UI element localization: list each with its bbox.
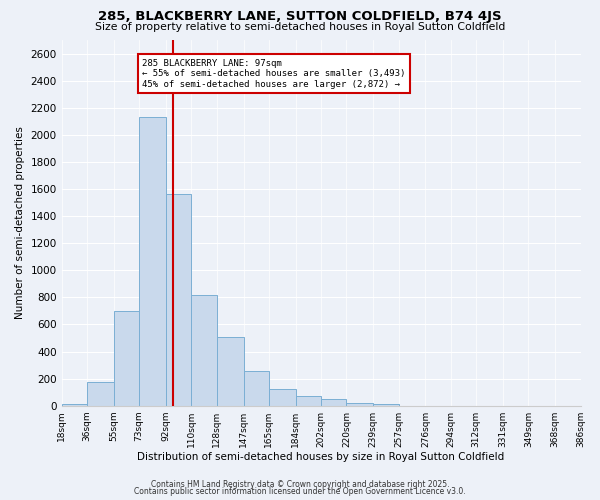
Text: Contains public sector information licensed under the Open Government Licence v3: Contains public sector information licen… bbox=[134, 487, 466, 496]
Text: 285, BLACKBERRY LANE, SUTTON COLDFIELD, B74 4JS: 285, BLACKBERRY LANE, SUTTON COLDFIELD, … bbox=[98, 10, 502, 23]
Bar bbox=[166, 194, 191, 406]
Bar bbox=[62, 404, 87, 406]
Bar bbox=[269, 389, 296, 406]
Bar bbox=[191, 294, 217, 406]
Bar bbox=[217, 336, 244, 406]
X-axis label: Distribution of semi-detached houses by size in Royal Sutton Coldfield: Distribution of semi-detached houses by … bbox=[137, 452, 505, 462]
Bar bbox=[139, 117, 166, 406]
Bar bbox=[87, 382, 114, 406]
Bar bbox=[321, 399, 346, 406]
Bar bbox=[373, 404, 398, 406]
Y-axis label: Number of semi-detached properties: Number of semi-detached properties bbox=[15, 126, 25, 320]
Text: Contains HM Land Registry data © Crown copyright and database right 2025.: Contains HM Land Registry data © Crown c… bbox=[151, 480, 449, 489]
Text: 285 BLACKBERRY LANE: 97sqm
← 55% of semi-detached houses are smaller (3,493)
45%: 285 BLACKBERRY LANE: 97sqm ← 55% of semi… bbox=[142, 59, 406, 89]
Bar bbox=[346, 403, 373, 406]
Bar bbox=[114, 311, 139, 406]
Text: Size of property relative to semi-detached houses in Royal Sutton Coldfield: Size of property relative to semi-detach… bbox=[95, 22, 505, 32]
Bar bbox=[296, 396, 321, 406]
Bar bbox=[244, 371, 269, 406]
